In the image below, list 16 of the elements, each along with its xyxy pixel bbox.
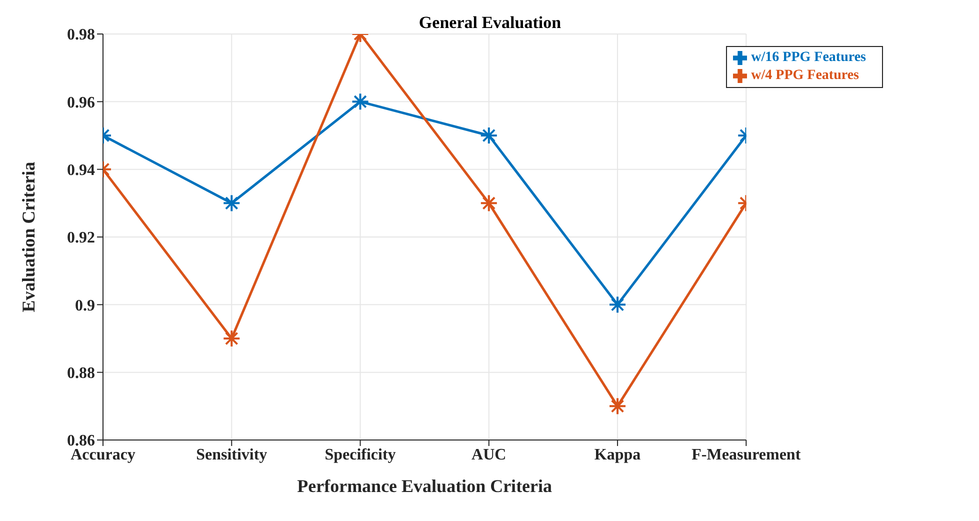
y-tick-label: 0.94	[67, 162, 95, 180]
y-tick-label: 0.98	[67, 26, 95, 44]
x-tick-label: AUC	[472, 446, 506, 464]
x-tick-label: F-Measurement	[692, 446, 802, 464]
legend-label: w/4 PPG Features	[751, 68, 859, 83]
y-tick-label: 0.9	[75, 297, 95, 314]
y-tick-label: 0.88	[67, 365, 95, 382]
y-tick-label: 0.92	[67, 230, 95, 247]
x-tick-label: Sensitivity	[196, 446, 268, 464]
y-axis-title: Evaluation Criteria	[18, 162, 38, 312]
x-axis-title: Performance Evaluation Criteria	[297, 476, 552, 496]
x-tick-label: Kappa	[594, 446, 641, 464]
chart-title: General Evaluation	[418, 13, 562, 32]
y-tick-label: 0.96	[67, 94, 95, 112]
x-tick-label: Specificity	[324, 446, 396, 464]
legend-label: w/16 PPG Features	[751, 50, 866, 65]
